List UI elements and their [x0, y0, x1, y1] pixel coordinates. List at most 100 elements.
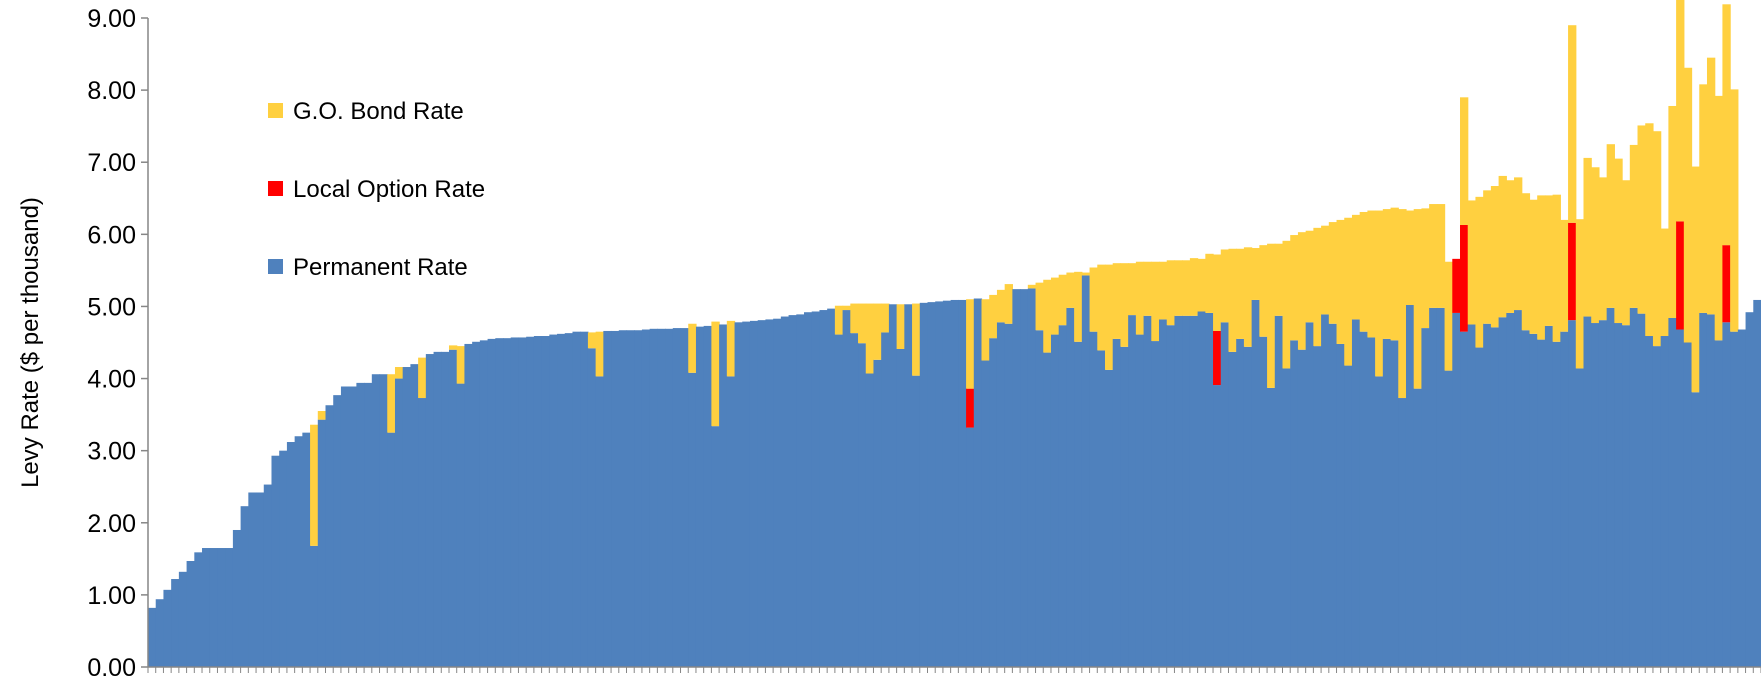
permanent-bar-162 [1398, 398, 1407, 667]
permanent-bar-3 [171, 579, 180, 667]
y-tick-label-9: 9.00 [87, 5, 136, 33]
permanent-bar-12 [240, 506, 249, 667]
go-bond-bar-108 [981, 299, 990, 361]
permanent-bar-42 [472, 341, 481, 667]
permanent-bar-33 [402, 367, 411, 667]
go-bond-bar-141 [1236, 248, 1245, 339]
permanent-bar-151 [1313, 346, 1322, 667]
permanent-bar-146 [1274, 315, 1284, 667]
permanent-bar-46 [503, 338, 512, 667]
go-bond-bar-125 [1112, 263, 1122, 339]
go-bond-bar-57 [587, 332, 597, 349]
permanent-bar-109 [989, 338, 998, 667]
permanent-bar-119 [1066, 307, 1075, 667]
permanent-bar-171 [1467, 324, 1477, 667]
go-bond-bar-157 [1359, 211, 1368, 332]
go-bond-bar-131 [1159, 261, 1168, 320]
permanent-bar-144 [1259, 336, 1268, 667]
go-bond-bar-142 [1243, 247, 1253, 347]
permanent-bar-205 [1730, 331, 1739, 667]
permanent-bar-193 [1637, 313, 1646, 667]
permanent-bar-178 [1521, 330, 1531, 667]
go-bond-bar-117 [1050, 277, 1060, 335]
go-bond-bar-58 [595, 331, 604, 377]
permanent-bar-41 [464, 343, 473, 667]
permanent-bar-31 [387, 432, 396, 667]
go-bond-bar-182 [1552, 194, 1561, 342]
permanent-bar-18 [286, 442, 296, 667]
go-bond-bar-153 [1328, 222, 1338, 324]
go-bond-bar-111 [1004, 284, 1013, 324]
permanent-bar-79 [757, 320, 767, 667]
permanent-bar-70 [688, 372, 697, 667]
permanent-bar-65 [649, 328, 658, 667]
go-bond-bar-135 [1189, 258, 1199, 316]
permanent-bar-38 [441, 351, 450, 667]
permanent-bar-135 [1189, 315, 1199, 667]
permanent-bar-150 [1305, 322, 1314, 667]
go-bond-bar-132 [1166, 260, 1176, 326]
permanent-bar-107 [973, 298, 983, 667]
permanent-bar-14 [256, 492, 265, 667]
permanent-bar-157 [1359, 331, 1368, 667]
go-bond-bar-139 [1220, 249, 1230, 323]
permanent-bar-82 [780, 316, 790, 667]
permanent-bar-53 [557, 333, 566, 667]
y-tick-label-2: 2.00 [87, 510, 136, 538]
go-bond-bar-140 [1228, 248, 1237, 352]
go-bond-bar-31 [387, 374, 396, 433]
permanent-bar-24 [333, 395, 342, 667]
permanent-bar-113 [1020, 289, 1029, 667]
permanent-bar-56 [580, 331, 589, 667]
permanent-bar-104 [950, 299, 959, 667]
go-bond-bar-40 [456, 346, 466, 384]
permanent-bar-30 [379, 374, 388, 667]
permanent-bar-156 [1351, 319, 1361, 667]
go-bond-bar-166 [1429, 204, 1438, 308]
permanent-bar-195 [1652, 346, 1662, 667]
go-bond-bar-109 [989, 294, 998, 339]
permanent-bar-98 [904, 304, 913, 667]
permanent-bar-17 [279, 450, 288, 667]
permanent-bar-164 [1413, 388, 1423, 667]
go-bond-bar-99 [912, 303, 921, 376]
permanent-bar-5 [186, 561, 195, 667]
permanent-bar-163 [1405, 305, 1415, 667]
permanent-bar-111 [1004, 323, 1013, 667]
go-bond-bar-161 [1390, 207, 1399, 341]
permanent-bar-45 [495, 338, 504, 667]
permanent-legend-swatch [268, 259, 283, 274]
permanent-bar-197 [1668, 317, 1677, 667]
go-bond-bar-149 [1297, 232, 1307, 350]
go-bond-bar-90 [842, 305, 851, 311]
go-bond-bar-156 [1351, 214, 1361, 320]
permanent-bar-74 [719, 324, 728, 667]
y-tick-label-3: 3.00 [87, 438, 136, 466]
go-bond-bar-181 [1544, 195, 1554, 326]
y-tick-label-1: 1.00 [87, 582, 136, 610]
permanent-bar-86 [811, 311, 821, 667]
permanent-bar-187 [1591, 323, 1600, 667]
permanent-bar-149 [1297, 349, 1307, 667]
go-bond-bar-158 [1367, 210, 1376, 338]
go-bond-bar-123 [1097, 264, 1106, 351]
permanent-bar-87 [819, 310, 828, 667]
go-bond-bar-197 [1668, 105, 1677, 318]
permanent-bar-96 [888, 304, 898, 667]
go-bond-bar-162 [1398, 209, 1407, 399]
go-bond-bar-170 [1460, 97, 1469, 225]
permanent-bar-71 [695, 326, 705, 667]
permanent-bar-49 [526, 336, 535, 667]
permanent-bar-47 [510, 337, 520, 667]
go-bond-bar-171 [1467, 200, 1477, 325]
permanent-bar-185 [1575, 368, 1585, 667]
permanent-bar-68 [672, 328, 682, 667]
permanent-bar-19 [294, 436, 303, 667]
permanent-bar-154 [1336, 343, 1345, 667]
permanent-bar-69 [680, 328, 689, 667]
axes-layer: 0.00 1.00 2.00 3.00 4.00 5.00 6.00 7.00 8.00 9.00 [87, 5, 1761, 681]
go-bond-bar-204 [1722, 4, 1731, 246]
permanent-bar-182 [1552, 341, 1561, 667]
permanent-bar-77 [742, 321, 751, 667]
permanent-bar-72 [703, 325, 712, 667]
